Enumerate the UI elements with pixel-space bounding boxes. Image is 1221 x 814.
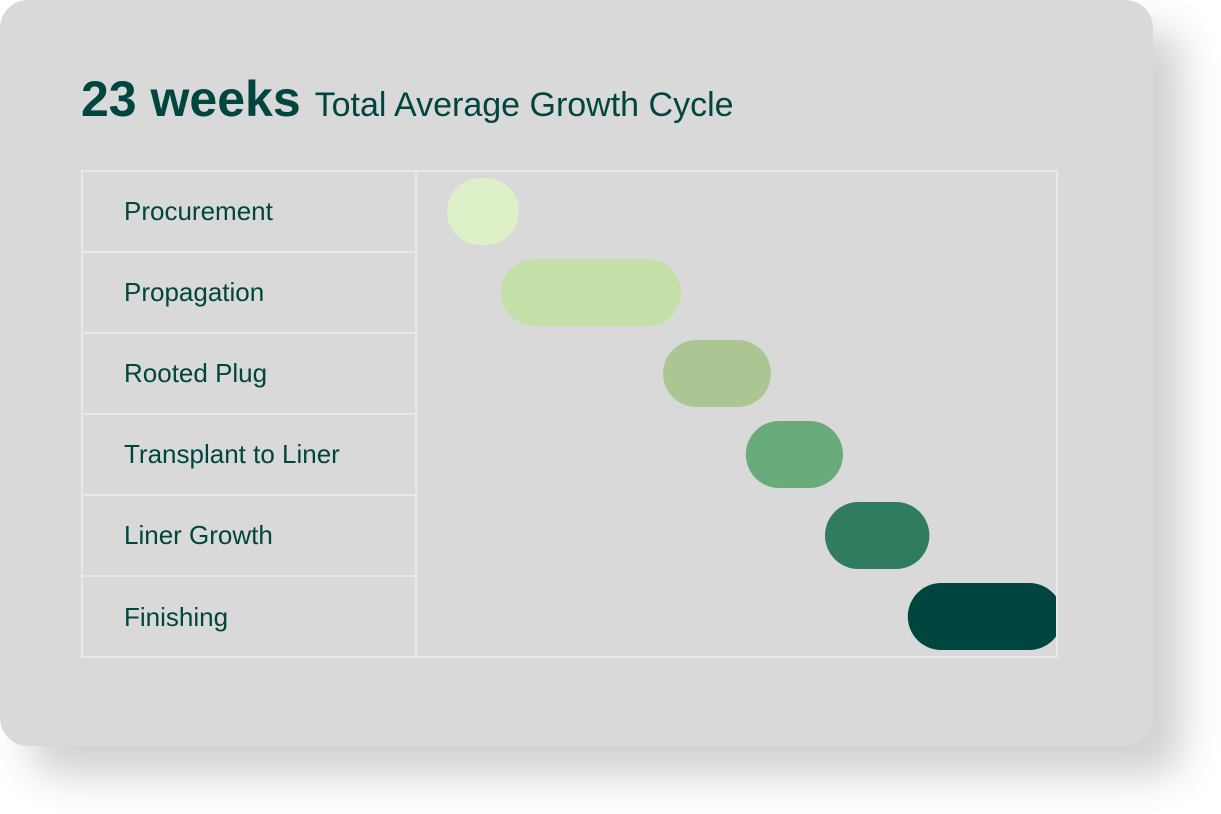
row-label-procurement: Procurement [83,172,415,253]
chart-card: 23 weeks Total Average Growth Cycle Procu… [0,0,1153,746]
gantt-grid: Procurement Propagation Rooted Plug Tran… [81,170,1058,658]
bar-finishing [907,583,1056,650]
bar-propagation [501,259,681,326]
row-label-finishing: Finishing [124,602,229,632]
heading-subtitle: Total Average Growth Cycle [314,86,734,124]
chart-heading: 23 weeks Total Average Growth Cycle [81,70,734,128]
gantt-bars [447,178,1056,650]
bar-procurement [447,178,519,245]
bar-liner-growth [825,502,930,569]
label-column: Procurement Propagation Rooted Plug Tran… [83,172,417,656]
row-label-rooted-plug: Rooted Plug [83,334,415,415]
row-label-transplant: Transplant to Liner [83,415,415,496]
total-weeks: 23 weeks [81,71,301,127]
row-label-liner-growth: Liner Growth [83,496,415,577]
bar-transplant-to-liner [745,421,843,488]
row-label-propagation: Propagation [83,253,415,334]
bar-rooted-plug [663,340,771,407]
